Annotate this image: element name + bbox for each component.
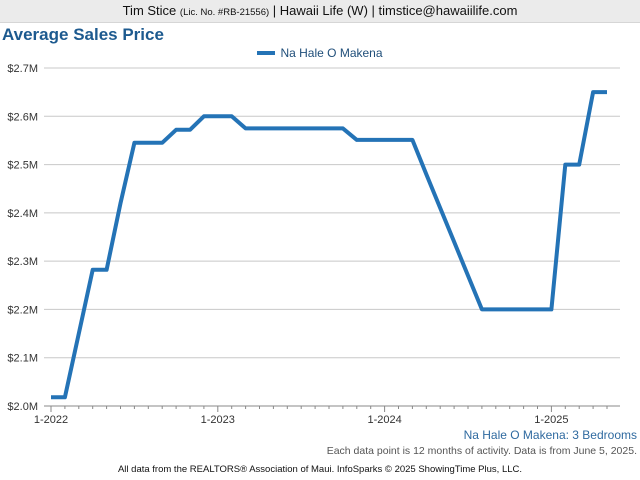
y-tick-label: $2.6M — [7, 111, 38, 123]
data-point — [202, 114, 206, 118]
data-point — [313, 126, 317, 130]
data-point — [91, 268, 95, 272]
data-point — [258, 126, 262, 130]
legend-swatch — [257, 50, 276, 55]
chart-title: Average Sales Price — [2, 25, 164, 44]
chart-subtitle: Na Hale O Makena: 3 Bedrooms — [463, 428, 637, 442]
data-point — [160, 141, 164, 145]
x-tick-label: 1-2023 — [201, 414, 235, 426]
data-point — [452, 240, 456, 244]
data-point — [299, 126, 303, 130]
data-point — [397, 138, 401, 142]
data-point — [536, 307, 540, 311]
y-tick-label: $2.0M — [7, 401, 38, 413]
footer-credit: All data from the REALTORS® Association … — [117, 464, 523, 475]
data-point — [174, 128, 178, 132]
data-point — [591, 90, 595, 94]
data-point — [549, 307, 553, 311]
agent-header-bar: Tim Stice (Lic. No. #RB-21556) | Hawaii … — [0, 0, 640, 23]
data-point — [480, 307, 484, 311]
data-point — [605, 90, 609, 94]
y-tick-label: $2.3M — [7, 256, 38, 268]
series-line — [51, 90, 607, 400]
data-point — [188, 128, 192, 132]
data-point — [271, 126, 275, 130]
data-point — [494, 307, 498, 311]
data-point — [341, 126, 345, 130]
data-point — [230, 114, 234, 118]
data-point — [216, 114, 220, 118]
data-point — [132, 141, 136, 145]
x-tick-label: 1-2025 — [534, 414, 568, 426]
data-point — [63, 395, 67, 399]
data-point — [522, 307, 526, 311]
data-point — [49, 395, 53, 399]
y-tick-label: $2.5M — [7, 160, 38, 172]
data-point — [119, 201, 123, 205]
data-point — [424, 172, 428, 176]
data-point — [438, 206, 442, 210]
data-point — [105, 268, 109, 272]
y-tick-label: $2.2M — [7, 304, 38, 316]
y-tick-label: $2.1M — [7, 353, 38, 365]
data-point — [466, 274, 470, 278]
data-point — [146, 141, 150, 145]
x-tick-label: 1-2022 — [34, 414, 68, 426]
data-point — [369, 138, 373, 142]
agent-name: Tim Stice — [122, 3, 177, 18]
x-tick-label: 1-2024 — [367, 414, 401, 426]
data-point — [383, 138, 387, 142]
data-point — [285, 126, 289, 130]
y-tick-label: $2.7M — [7, 63, 38, 75]
legend-label: Na Hale O Makena — [280, 46, 383, 60]
data-point — [577, 163, 581, 167]
data-point — [410, 138, 414, 142]
data-point — [355, 138, 359, 142]
data-point — [327, 126, 331, 130]
agent-contact: | Hawaii Life (W) | timstice@hawaiilife.… — [272, 3, 518, 18]
data-note: Each data point is 12 months of activity… — [326, 445, 637, 457]
data-point — [563, 163, 567, 167]
data-point — [244, 126, 248, 130]
license-number: (Lic. No. #RB-21556) — [179, 7, 270, 18]
y-tick-label: $2.4M — [7, 208, 38, 220]
data-point — [508, 307, 512, 311]
data-point — [77, 332, 81, 336]
chart-legend[interactable]: Na Hale O Makena — [0, 46, 640, 60]
